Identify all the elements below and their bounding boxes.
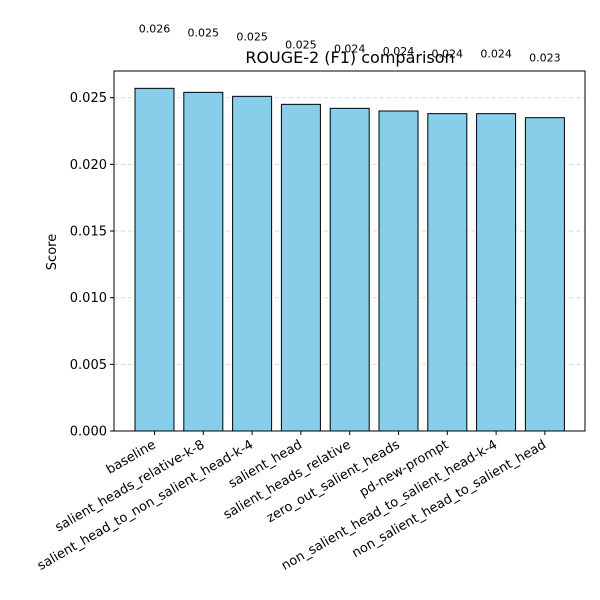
data-label: 0.025 [188, 26, 220, 39]
y-axis-ticks: 0.000 0.005 0.010 0.015 0.020 0.025 [70, 91, 114, 440]
x-axis-ticks: baselinesalient_heads_relative-k-8salien… [35, 431, 549, 574]
data-label: 0.024 [432, 48, 464, 61]
y-tick-label: 0.005 [70, 358, 107, 373]
data-label: 0.026 [139, 22, 171, 35]
bar-pd-new-prompt [427, 113, 468, 432]
bar-non_salient_head_to_salient_head [524, 117, 565, 432]
y-tick-label: 0.000 [70, 425, 107, 440]
y-tick-label: 0.025 [70, 91, 107, 106]
data-label: 0.023 [529, 52, 561, 65]
y-axis-title: Score [45, 234, 60, 270]
bar-salient_heads_relative [329, 107, 370, 432]
data-label: 0.025 [285, 38, 317, 51]
data-label: 0.024 [334, 42, 366, 55]
data-label: 0.024 [480, 48, 512, 61]
bar-salient_head [280, 103, 321, 432]
bar-salient_heads_relative-k-8 [183, 91, 224, 432]
bar-non_salient_head_to_salient_head-k-4 [476, 113, 517, 432]
bar-baseline [134, 87, 175, 432]
bar-salient_head_to_non_salient_head-k-4 [232, 95, 273, 432]
bars [134, 87, 565, 432]
chart-title: ROUGE-2 (F1) comparison [245, 48, 454, 67]
y-tick-label: 0.015 [70, 225, 107, 240]
y-tick-label: 0.010 [70, 291, 107, 306]
data-label: 0.024 [383, 45, 415, 58]
data-label: 0.025 [236, 30, 268, 43]
y-tick-label: 0.020 [70, 158, 107, 173]
bar-zero_out_salient_heads [378, 110, 419, 432]
data-labels: 0.026 0.025 0.025 0.025 0.024 0.024 0.024 0.024… [139, 22, 561, 64]
